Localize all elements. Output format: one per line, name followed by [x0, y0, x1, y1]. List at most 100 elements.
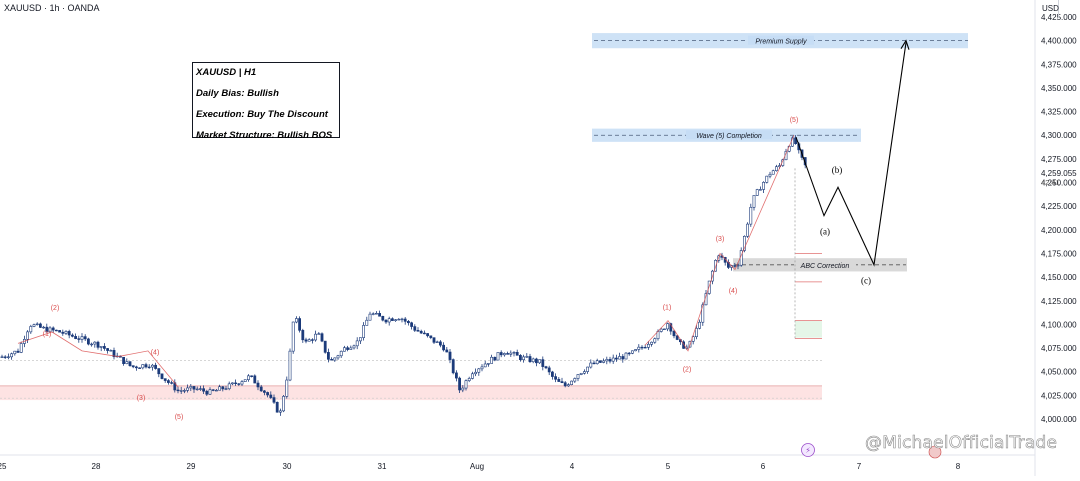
candle-body	[640, 346, 644, 349]
candle-body	[454, 372, 458, 379]
candle-body	[438, 341, 442, 346]
time-tick-label: 4	[570, 462, 575, 471]
wave5-label-bg	[686, 130, 772, 140]
candle-body	[167, 380, 170, 383]
candle-body	[285, 379, 289, 397]
candle-body	[253, 375, 257, 384]
candle-body	[13, 350, 17, 355]
candle-body	[557, 378, 561, 382]
candle-body	[682, 341, 686, 349]
wave-label: (4)	[151, 350, 160, 357]
candle-body	[199, 388, 202, 390]
candle-body	[339, 350, 343, 357]
time-tick-label: 5	[666, 462, 671, 471]
candle-body	[493, 356, 497, 361]
candle-body	[579, 372, 583, 375]
candle-body	[634, 349, 638, 352]
candle-body	[662, 328, 666, 331]
candle-body	[157, 368, 161, 375]
candle-body	[758, 189, 762, 191]
candle-body	[176, 389, 180, 392]
time-tick-label: 8	[956, 462, 961, 471]
candle-body	[477, 368, 481, 373]
candle-body	[154, 364, 158, 369]
candle-body	[151, 364, 154, 368]
candle-body	[103, 346, 106, 349]
candle-body	[42, 326, 46, 329]
time-tick-label: 6	[761, 462, 766, 471]
abc-wave-label: (b)	[832, 165, 843, 175]
candle-body	[291, 321, 295, 352]
candle-body	[58, 330, 62, 333]
candle-body	[525, 356, 529, 358]
abc-wave-label: (c)	[861, 276, 871, 286]
time-tick-label: 25	[0, 462, 7, 471]
candle-body	[16, 350, 20, 353]
price-tick-label: 4,100.000	[1041, 320, 1077, 329]
candle-body	[147, 366, 151, 369]
candle-body	[483, 363, 487, 368]
candle-body	[534, 358, 538, 364]
candle-body	[394, 319, 398, 321]
wave-label: (5)	[790, 117, 799, 124]
candle-body	[586, 366, 590, 372]
wave-label: (4)	[729, 288, 738, 295]
candle-body	[573, 378, 577, 382]
candle-body	[387, 318, 391, 323]
candle-body	[77, 338, 81, 340]
info-execution: Execution: Buy The Discount	[196, 109, 328, 120]
candle-body	[87, 338, 90, 345]
candle-body	[566, 384, 570, 387]
candle-body	[288, 350, 292, 381]
candle-body	[698, 321, 702, 329]
time-tick-label: 31	[378, 462, 387, 471]
candle-body	[605, 359, 609, 362]
candle-body	[666, 323, 670, 330]
candle-body	[506, 353, 510, 355]
price-tick-label: 4,125.000	[1041, 297, 1077, 306]
candle-body	[755, 189, 759, 196]
candle-body	[515, 352, 519, 356]
candle-body	[109, 350, 113, 352]
candle-body	[80, 336, 84, 340]
candle-body	[352, 345, 356, 349]
candle-body	[218, 386, 222, 391]
candle-body	[461, 387, 465, 391]
candle-body	[621, 356, 625, 360]
candle-body	[435, 341, 439, 343]
candle-body	[749, 206, 753, 225]
candle-body	[346, 347, 350, 350]
candle-body	[215, 389, 218, 392]
candle-body	[669, 323, 673, 332]
candle-body	[538, 359, 542, 364]
premium-supply-label-bg	[748, 35, 814, 45]
candle-body	[560, 381, 564, 383]
candle-body	[637, 346, 641, 350]
wave5-label: Wave (5) Completion	[696, 133, 762, 140]
candle-body	[29, 326, 33, 333]
candle-body	[112, 350, 116, 358]
candle-body	[512, 352, 516, 354]
candle-body	[269, 394, 273, 398]
candle-body	[26, 331, 30, 340]
candle-body	[410, 322, 414, 327]
candle-body	[416, 330, 420, 332]
price-tick-label: 4,050.000	[1041, 368, 1077, 377]
candle-body	[336, 355, 340, 359]
candle-body	[333, 357, 337, 361]
candle-body	[144, 364, 148, 368]
candle-body	[358, 337, 362, 342]
candle-body	[320, 333, 324, 342]
candle-body	[272, 397, 276, 403]
candle-body	[429, 335, 433, 338]
candle-body	[771, 170, 775, 175]
time-tick-label: 29	[187, 462, 196, 471]
wave-label: (2)	[51, 305, 60, 312]
target-box-green	[795, 320, 822, 338]
candle-body	[163, 378, 167, 381]
candle-body	[467, 378, 471, 381]
candle-body	[611, 357, 615, 362]
wave-label: (1)	[43, 331, 52, 338]
